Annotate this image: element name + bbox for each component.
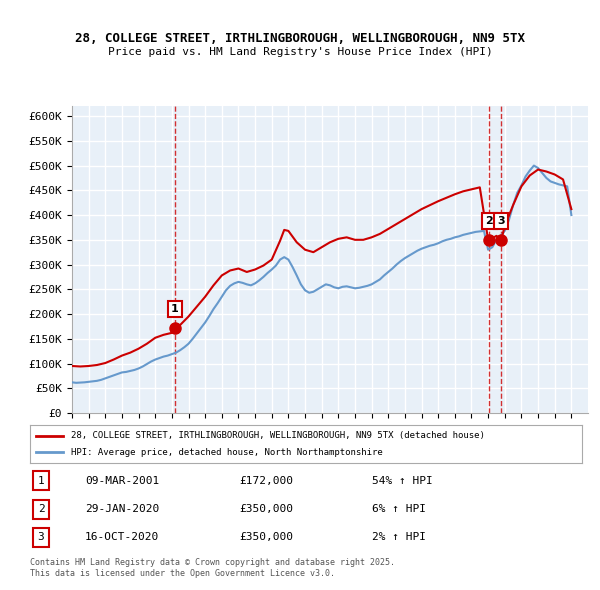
Text: 1: 1 — [171, 304, 179, 314]
Text: 28, COLLEGE STREET, IRTHLINGBOROUGH, WELLINGBOROUGH, NN9 5TX: 28, COLLEGE STREET, IRTHLINGBOROUGH, WEL… — [75, 32, 525, 45]
Text: £172,000: £172,000 — [240, 476, 294, 486]
Text: This data is licensed under the Open Government Licence v3.0.: This data is licensed under the Open Gov… — [30, 569, 335, 578]
Text: 1: 1 — [38, 476, 44, 486]
Text: HPI: Average price, detached house, North Northamptonshire: HPI: Average price, detached house, Nort… — [71, 448, 383, 457]
Text: 09-MAR-2001: 09-MAR-2001 — [85, 476, 160, 486]
Text: 6% ↑ HPI: 6% ↑ HPI — [372, 504, 426, 514]
Text: £350,000: £350,000 — [240, 504, 294, 514]
Text: 3: 3 — [38, 533, 44, 542]
Text: 28, COLLEGE STREET, IRTHLINGBOROUGH, WELLINGBOROUGH, NN9 5TX (detached house): 28, COLLEGE STREET, IRTHLINGBOROUGH, WEL… — [71, 431, 485, 440]
Text: Contains HM Land Registry data © Crown copyright and database right 2025.: Contains HM Land Registry data © Crown c… — [30, 558, 395, 566]
Text: 2: 2 — [38, 504, 44, 514]
Text: 29-JAN-2020: 29-JAN-2020 — [85, 504, 160, 514]
Text: 16-OCT-2020: 16-OCT-2020 — [85, 533, 160, 542]
Text: Price paid vs. HM Land Registry's House Price Index (HPI): Price paid vs. HM Land Registry's House … — [107, 47, 493, 57]
Text: 3: 3 — [497, 216, 505, 226]
Text: £350,000: £350,000 — [240, 533, 294, 542]
Text: 54% ↑ HPI: 54% ↑ HPI — [372, 476, 433, 486]
Text: 2% ↑ HPI: 2% ↑ HPI — [372, 533, 426, 542]
Text: 2: 2 — [485, 216, 493, 226]
